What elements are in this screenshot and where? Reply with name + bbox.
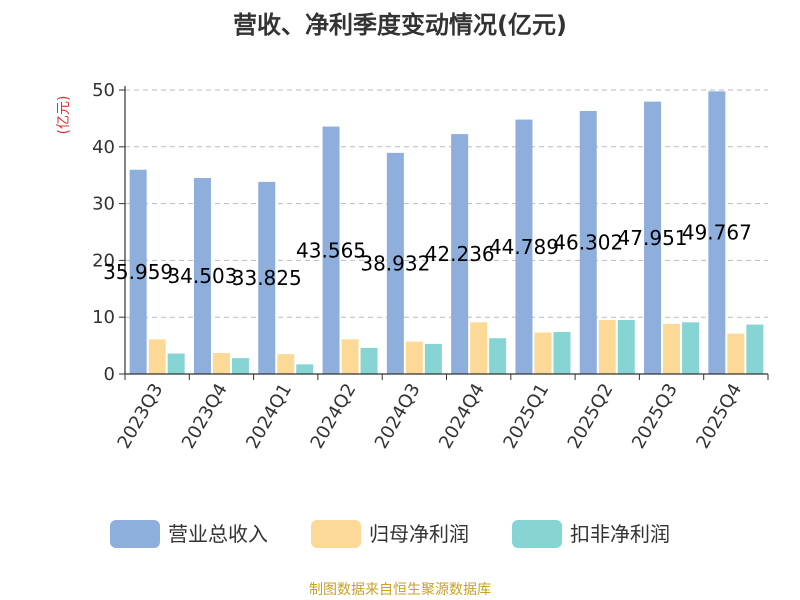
x-tick-label: 2025Q2 (564, 380, 618, 452)
bar-0-3 (322, 126, 340, 374)
data-label: 44.789 (489, 235, 559, 259)
y-tick-label: 20 (92, 250, 115, 271)
bar-2-8 (682, 322, 700, 374)
bar-0-8 (644, 101, 662, 375)
bars (129, 91, 764, 375)
bar-2-5 (489, 338, 507, 374)
legend-swatch[interactable] (110, 520, 160, 548)
x-tick-label: 2025Q4 (692, 380, 746, 452)
y-tick-label: 50 (92, 80, 115, 101)
legend-label[interactable]: 营业总收入 (168, 522, 268, 546)
chart-title: 营收、净利季度变动情况(亿元) (233, 11, 567, 39)
data-label: 49.767 (682, 221, 752, 245)
bar-2-2 (296, 364, 314, 374)
legend-label[interactable]: 归母净利润 (369, 522, 469, 546)
x-tick-label: 2025Q3 (628, 380, 682, 452)
bar-1-4 (405, 341, 423, 374)
bar-2-1 (231, 358, 249, 374)
bar-2-3 (360, 347, 378, 374)
y-tick-label: 30 (92, 194, 115, 215)
bar-2-0 (167, 353, 185, 374)
bar-0-9 (708, 91, 726, 375)
legend-swatch[interactable] (512, 520, 562, 548)
legend-swatch[interactable] (311, 520, 361, 548)
legend-label[interactable]: 扣非净利润 (570, 522, 670, 546)
data-label: 46.302 (553, 231, 623, 255)
bar-1-0 (148, 339, 166, 374)
bar-1-2 (277, 354, 295, 374)
bar-0-4 (386, 152, 404, 374)
data-label: 47.951 (618, 226, 688, 250)
data-label: 34.503 (167, 264, 237, 288)
bar-1-3 (341, 339, 359, 374)
data-label: 33.825 (232, 266, 302, 290)
x-tick-label: 2023Q4 (178, 380, 232, 452)
bar-0-2 (258, 181, 276, 374)
y-tick-label: 0 (104, 364, 115, 385)
source-note: 制图数据来自恒生聚源数据库 (309, 582, 491, 598)
bar-0-6 (515, 119, 533, 374)
x-tick-label: 2025Q1 (499, 380, 553, 452)
x-tick-label: 2024Q4 (435, 380, 489, 452)
bar-0-1 (193, 178, 211, 374)
x-tick-label: 2024Q2 (306, 380, 360, 452)
x-tick-label: 2024Q3 (371, 380, 425, 452)
data-label: 42.236 (425, 242, 495, 266)
bar-2-6 (553, 331, 571, 374)
data-label: 38.932 (360, 251, 430, 275)
y-ticks: 0 10 20 30 40 50 (92, 80, 125, 385)
bar-2-7 (617, 320, 635, 374)
bar-1-9 (727, 333, 745, 374)
y-axis-label: (亿元) (56, 96, 72, 135)
legend: 营业总收入 归母净利润 扣非净利润 (110, 520, 670, 548)
bar-0-7 (579, 111, 597, 374)
bar-0-0 (129, 169, 147, 374)
bar-1-1 (212, 352, 230, 374)
data-label: 43.565 (296, 238, 366, 262)
bar-2-9 (746, 324, 764, 374)
bar-1-5 (470, 322, 488, 374)
x-tick-label: 2024Q1 (242, 380, 296, 452)
x-tick-label: 2023Q3 (114, 380, 168, 452)
bar-1-8 (663, 324, 681, 374)
bar-0-5 (451, 134, 469, 374)
bar-1-7 (598, 320, 616, 374)
y-tick-label: 40 (92, 137, 115, 158)
bar-2-4 (424, 343, 442, 374)
data-label: 35.959 (103, 260, 173, 284)
x-ticks: 2023Q3 2023Q4 2024Q1 2024Q2 2024Q3 2024Q4 2025… (114, 374, 769, 452)
y-tick-label: 10 (92, 307, 115, 328)
bar-1-6 (534, 332, 552, 374)
